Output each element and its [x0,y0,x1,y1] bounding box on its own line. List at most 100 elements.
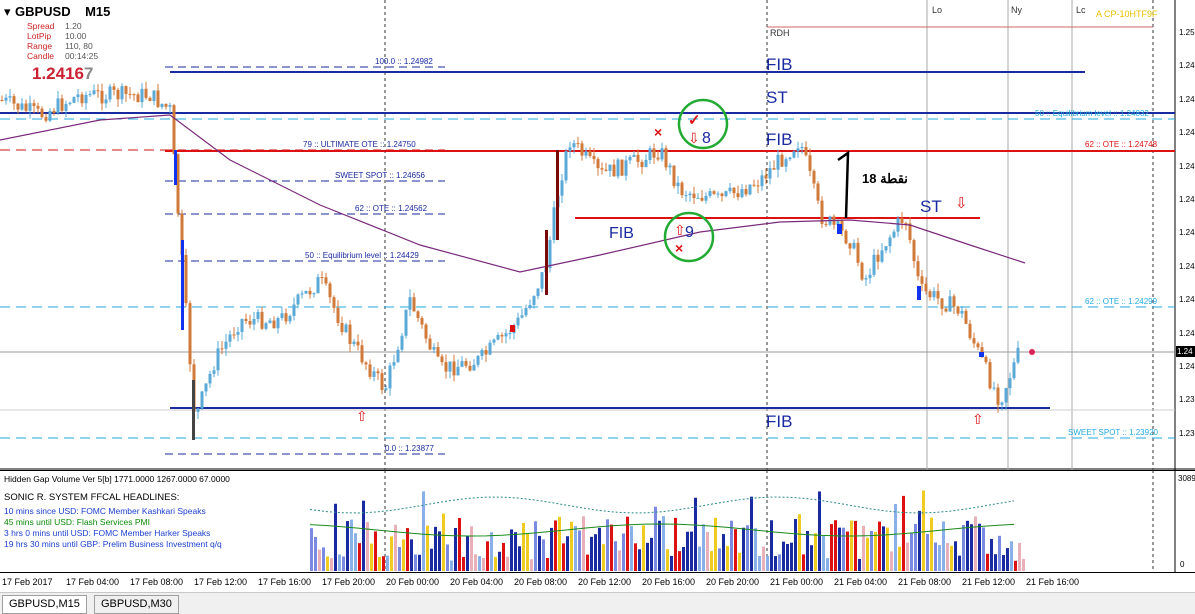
volume-indicator-panel[interactable]: Hidden Gap Volume Ver 5[b] 1771.0000 126… [0,470,1195,572]
candle-body [704,195,708,201]
candle-body [372,371,376,377]
candle-body [884,246,888,251]
volume-bar [558,516,561,571]
info-line: Candle 00:14:25 [27,51,99,61]
candle-body [608,164,612,171]
price-chart-svg[interactable] [0,0,1195,470]
session-label-ny: Ny [1011,5,1022,15]
candle-body [260,311,264,329]
candle-body [872,254,876,275]
candle-body [296,294,300,305]
candle-body [580,143,584,156]
triangle-icon: ▾ [4,4,11,19]
price-tick-label: 1.24 [1179,295,1195,305]
candle-body [508,333,512,335]
candle-body [1016,347,1020,363]
time-tick-label: 21 Feb 16:00 [1026,577,1080,587]
cross-icon: × [675,240,684,256]
candle-body [820,200,824,224]
time-tick-label: 17 Feb 04:00 [66,577,120,587]
candle-body [912,240,916,262]
sweet-spot-cyan-label: SWEET SPOT :: 1.23920 [1068,428,1158,437]
candle-body [212,370,216,374]
volume-bar [466,535,469,571]
candle-body [268,320,272,324]
candle-body [40,108,44,118]
signal-bar [192,380,195,440]
candle-body [888,237,892,247]
candle-body [52,110,56,113]
candle-body [232,334,236,336]
volume-bar [394,524,397,571]
candle-body [552,207,556,240]
ote-red-label: 62 :: OTE :: 1.24748 [1085,140,1158,149]
candle-body [992,387,996,389]
candle-body [1004,388,1008,403]
volume-bar [962,525,965,571]
candle-body [240,318,244,333]
candle-body [216,348,220,371]
candle-body [900,218,904,223]
candle-body [68,102,72,104]
volume-bar [966,520,969,571]
volume-bar [1006,548,1009,571]
volume-bar [646,542,649,571]
candle-body [920,276,924,284]
candle-body [904,222,908,224]
top-right-label: A CP-10HTF9F [1096,9,1158,19]
volume-bar [950,545,953,571]
candle-body [476,355,480,365]
candle-body [588,151,592,156]
ote-62-label: 62 :: OTE :: 1.24562 [355,204,428,213]
candle-body [472,364,476,371]
candle-body [84,94,88,104]
tab-gbpusd-m15[interactable]: GBPUSD,M15 [2,595,87,614]
price-tick-label: 1.24 [1179,228,1195,238]
candle-body [952,296,956,307]
candle-body [72,97,76,103]
candle-body [796,148,800,152]
candle-body [628,156,632,161]
volume-bar [534,521,537,571]
volume-svg [0,470,1195,572]
volume-bar [750,496,753,571]
candle-body [328,283,332,298]
volume-bar [730,520,733,571]
volume-bar [878,521,881,571]
candle-body [848,243,852,249]
volume-bar [402,539,405,571]
volume-bar [510,529,513,571]
candle-body [24,103,28,111]
volume-bar [354,533,357,571]
price-last-digit: 7 [84,64,94,83]
candle-body [104,99,108,104]
volume-bar [490,532,493,571]
volume-bar [758,556,761,571]
volume-bar [1002,555,1005,571]
candle-body [988,362,992,389]
candle-body [380,373,384,391]
volume-bar [890,551,893,571]
volume-bar [310,528,313,571]
candle-body [400,335,404,350]
volume-bar [722,534,725,571]
volume-bar [586,554,589,571]
candle-body [352,341,356,345]
price-tick-label: 1.23 [1179,395,1195,405]
main-chart[interactable]: ▾ GBPUSD M15 Spread 1.20 LotPip 10.00 Rang… [0,0,1195,470]
candles-group [0,81,1020,419]
candle-body [420,317,424,325]
candle-body [140,88,144,103]
volume-bar [538,535,541,571]
volume-bar [314,536,317,571]
signal-bar [181,240,184,330]
volume-bar [438,531,441,571]
candle-body [284,313,288,322]
candle-body [652,148,656,158]
candle-body [648,148,652,160]
candle-body [392,362,396,366]
candle-body [620,159,624,176]
time-tick-label: 20 Feb 08:00 [514,577,568,587]
candle-body [300,293,304,295]
tab-gbpusd-m30[interactable]: GBPUSD,M30 [94,595,179,614]
